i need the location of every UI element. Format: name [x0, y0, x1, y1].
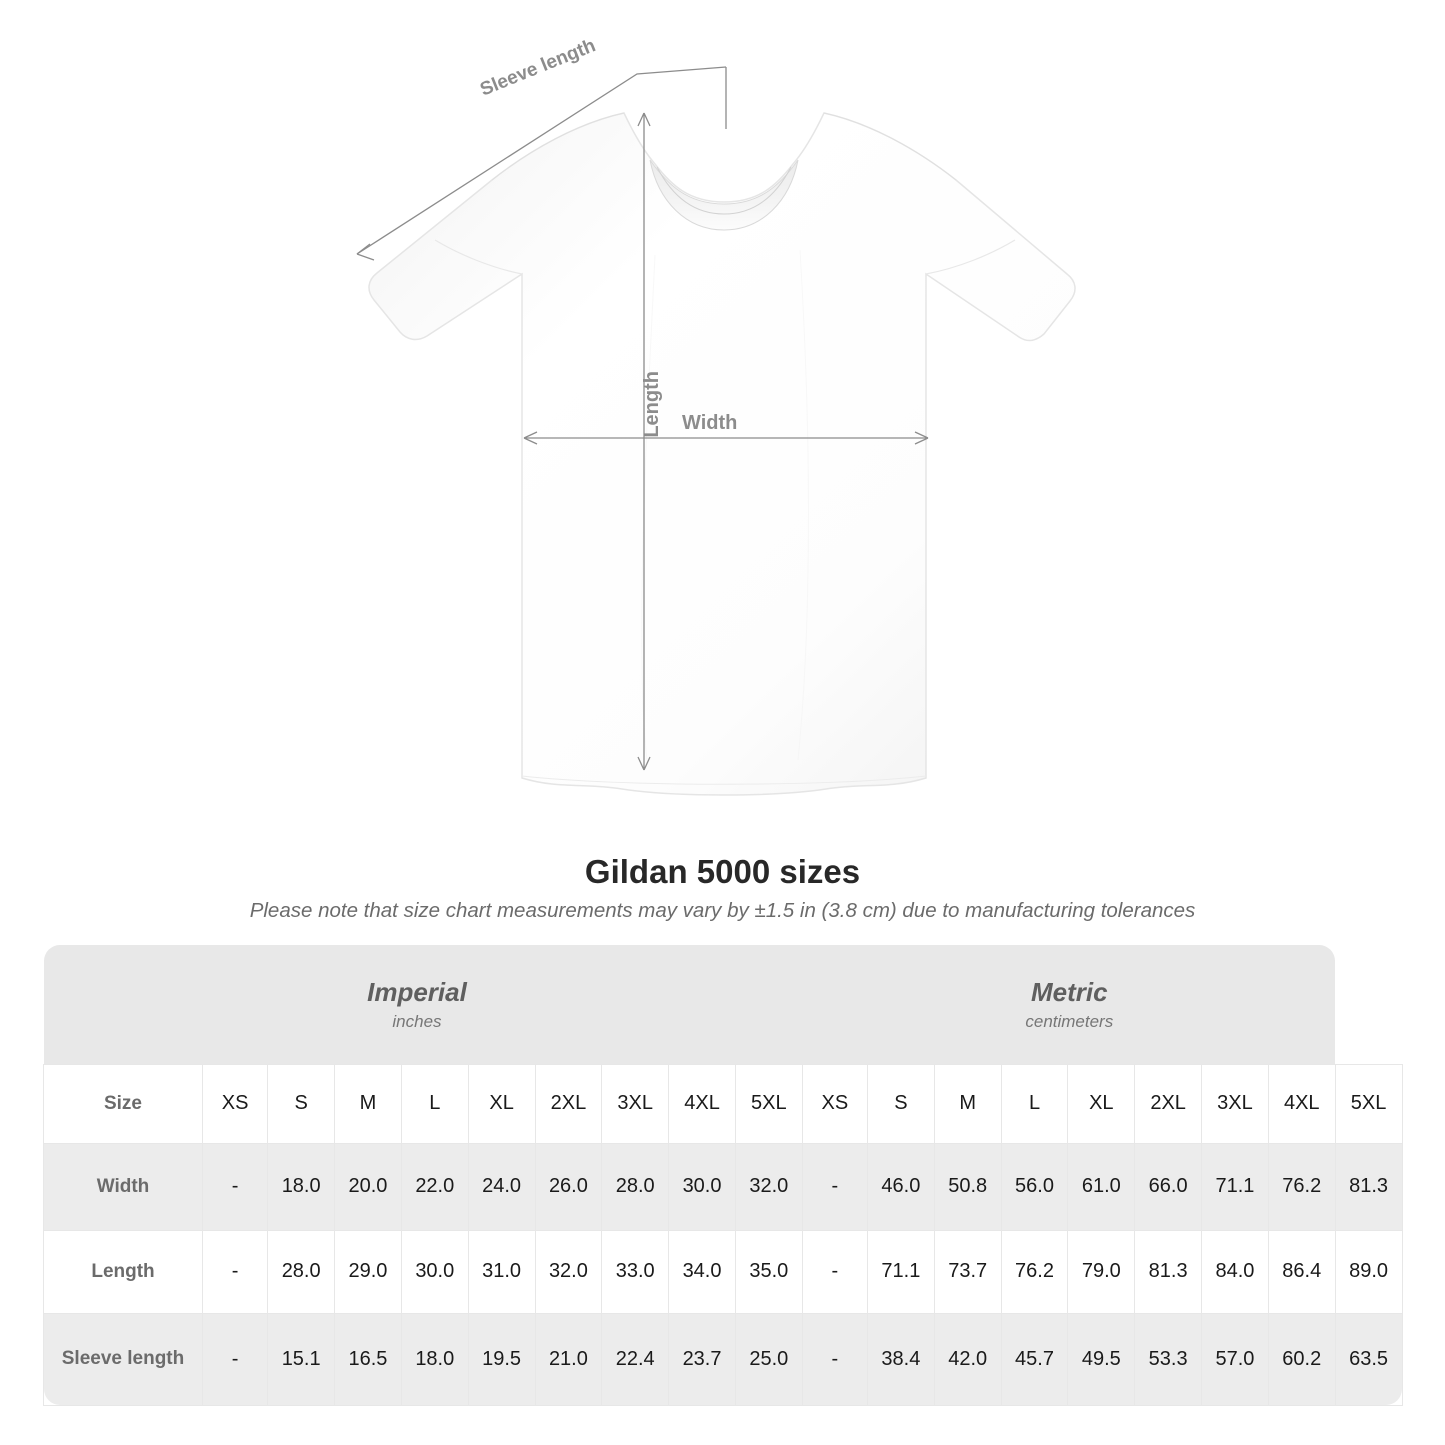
svg-text:Length: Length: [641, 371, 663, 438]
svg-text:Sleeve length: Sleeve length: [477, 35, 598, 100]
svg-text:Width: Width: [682, 412, 737, 434]
